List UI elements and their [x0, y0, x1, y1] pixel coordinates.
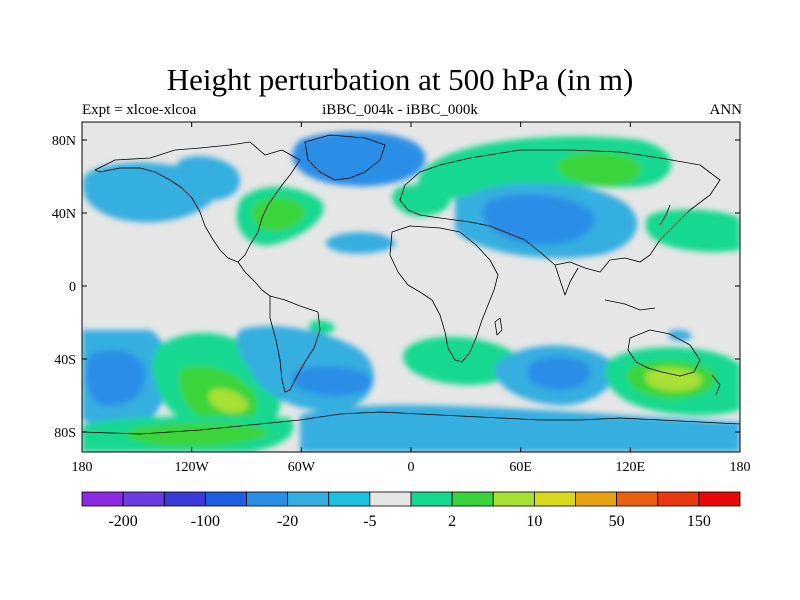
colorbar-swatch [533, 491, 576, 507]
colorbar-label: -200 [108, 513, 137, 530]
colorbar-label: -100 [191, 513, 220, 530]
colorbar-swatch [204, 491, 247, 507]
season-label: ANN [709, 102, 743, 118]
negative-anomaly-south-pacific-west-core [85, 350, 146, 406]
experiment-label: Expt = xlcoe-xlcoa [82, 102, 197, 118]
positive-anomaly-tropical-atlantic [310, 320, 335, 335]
latitude-axis: 80N 40N 0 40S 80S [52, 134, 740, 441]
coast-antarctica [82, 411, 740, 435]
colorbar-swatch [451, 491, 494, 507]
lon-tick-label: 180 [72, 460, 93, 475]
colorbar-swatch [369, 491, 412, 507]
longitude-axis: 180 120W 60W 0 60E 120E 180 [72, 122, 751, 475]
lon-tick-label: 60W [288, 460, 316, 475]
colorbar-swatch [410, 491, 453, 507]
coast-japan [659, 204, 671, 226]
positive-anomaly-north-america-core [251, 197, 305, 232]
colorbar-swatch [81, 491, 124, 507]
negative-anomaly-atlantic [325, 232, 395, 254]
positive-anomaly-north-pacific-east [645, 209, 740, 252]
lat-tick-label: 80S [54, 426, 76, 441]
colorbar-swatch [657, 491, 700, 507]
lon-tick-label: 180 [730, 460, 751, 475]
coast-central-america [237, 261, 271, 297]
colorbar-label: 50 [609, 513, 625, 530]
positive-anomaly-south-pacific-peak [208, 388, 248, 413]
colorbar-swatch [616, 491, 659, 507]
height-field [82, 122, 740, 452]
lat-tick-label: 40N [52, 207, 76, 222]
difference-label: iBBC_004k - iBBC_000k [322, 102, 478, 118]
colorbar-swatch [575, 491, 618, 507]
colorbar-label: 2 [448, 513, 456, 530]
lon-tick-label: 120E [616, 460, 646, 475]
coast-europe-asia [399, 149, 721, 273]
lon-tick-label: 0 [408, 460, 415, 475]
lon-tick-label: 60E [509, 460, 532, 475]
negative-anomaly-alaska [175, 156, 240, 200]
colorbar-label: 10 [526, 513, 542, 530]
lon-tick-label: 120W [175, 460, 210, 475]
coast-greenland [304, 134, 386, 181]
colorbar-swatch [246, 491, 289, 507]
coast-india [554, 264, 579, 296]
negative-anomaly-antarctic [300, 405, 740, 452]
positive-anomaly-siberia [557, 152, 641, 187]
coast-north-america [94, 141, 301, 263]
negative-anomaly-south-atlantic [292, 366, 373, 397]
coast-south-america [269, 295, 321, 393]
coast-madagascar [494, 317, 503, 336]
lat-tick-label: 40S [54, 353, 76, 368]
negative-anomaly-indian-ocean-core [527, 356, 591, 391]
lat-tick-label: 0 [69, 280, 76, 295]
negative-anomaly-greenland [292, 131, 426, 187]
coastlines [82, 134, 740, 435]
colorbar-label: -5 [363, 513, 376, 530]
lat-tick-label: 80N [52, 134, 76, 149]
coast-africa [389, 225, 499, 363]
plot-title: Height perturbation at 500 hPa (in m) [166, 62, 634, 97]
coast-indonesia [604, 299, 656, 311]
colorbar-swatch [122, 491, 165, 507]
colorbar-swatch [163, 491, 206, 507]
coast-new-zealand [711, 374, 721, 396]
colorbar-label: 150 [687, 513, 711, 530]
colorbar-swatch [492, 491, 535, 507]
colorbar-swatch [698, 491, 741, 507]
colorbar-swatch [328, 491, 371, 507]
colorbar-swatch [287, 491, 330, 507]
colorbar-label: -20 [277, 513, 298, 530]
negative-anomaly-west-pacific [668, 329, 692, 341]
positive-anomaly-antarctic-west-core [128, 423, 270, 447]
colorbar: -200 -100 -20 -5 2 10 50 150 [81, 491, 741, 530]
negative-anomaly-eurasia-core [483, 194, 595, 245]
positive-anomaly-south-atlantic [403, 336, 518, 385]
coast-australia [627, 329, 701, 377]
